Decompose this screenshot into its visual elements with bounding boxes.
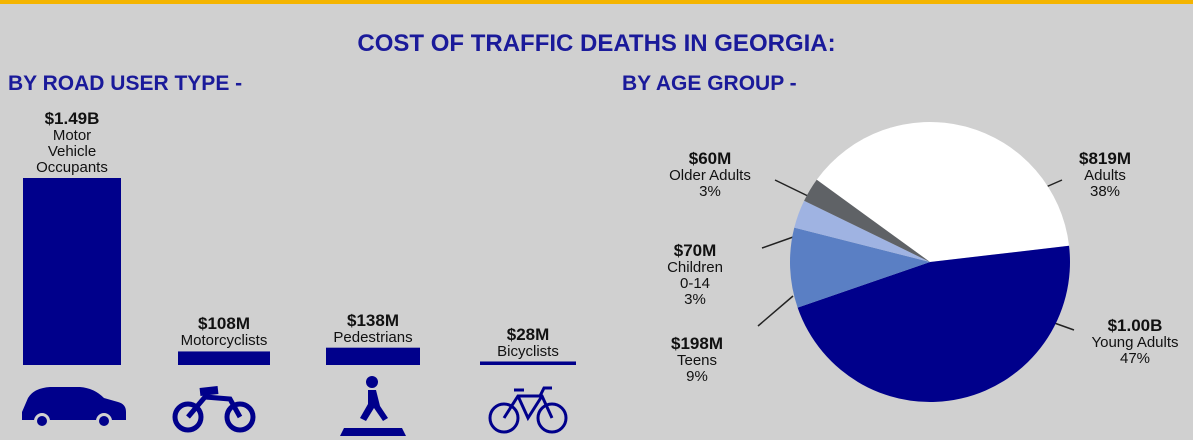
category-label: Teens [676, 352, 718, 369]
category-label: Bicyclists [497, 342, 559, 360]
chart-canvas [22, 122, 1075, 436]
pie-slice [804, 179, 930, 262]
leader-line [761, 235, 797, 249]
bicycle-icon [488, 386, 568, 434]
category-label: Adults [1084, 167, 1126, 184]
main-title: COST OF TRAFFIC DEATHS IN GEORGIA: [357, 30, 836, 57]
value-label: $198M [671, 334, 723, 353]
value-label: $1.00B [1107, 316, 1163, 335]
slice-label: $1.00B Young Adults 47% [1075, 316, 1193, 367]
percent-label: 38% [1089, 183, 1121, 200]
percent-label: 9% [686, 368, 708, 385]
value-label: $1.49B [44, 109, 100, 128]
leader-line [757, 295, 794, 327]
pie-slice [797, 245, 1070, 402]
category-label: Young Adults [1091, 334, 1179, 351]
value-label: $108M [198, 314, 250, 334]
category-label: Motor Vehicle Occupants [36, 127, 108, 176]
slice-label: $819M Adults 38% [1045, 149, 1165, 200]
slice-label: $70M Children 0-14 3% [635, 241, 755, 308]
bar [326, 347, 420, 365]
bar [23, 178, 121, 365]
percent-label: 3% [699, 183, 721, 200]
category-label: Motorcyclists [180, 332, 268, 350]
pie-slice [816, 122, 1070, 263]
value-label: $70M [673, 241, 717, 260]
value-label: $819M [1079, 149, 1131, 168]
leader-line [774, 179, 813, 199]
slice-label: $60M Older Adults 3% [650, 149, 770, 200]
motorcycle-icon [172, 386, 256, 433]
percent-label: 3% [684, 291, 706, 308]
category-label: Pedestrians [333, 328, 413, 346]
pie-slice [789, 227, 930, 308]
value-label: $138M [347, 310, 399, 330]
icons [22, 376, 568, 436]
bar [480, 361, 576, 365]
percent-label: 47% [1119, 350, 1151, 367]
value-label: $28M [506, 324, 550, 344]
chart-title: BY AGE GROUP - [622, 72, 797, 95]
pedestrian-icon [340, 376, 406, 436]
bar [178, 351, 270, 365]
bar-label: $108M Motorcyclists [164, 314, 284, 349]
value-label: $60M [688, 149, 732, 168]
slice-label: $198M Teens 9% [637, 334, 757, 385]
pie-slice [794, 200, 930, 262]
chart-title: BY ROAD USER TYPE - [8, 72, 243, 95]
bar-label: $28M Bicyclists [468, 325, 588, 360]
category-label: Children 0-14 [667, 259, 723, 292]
category-label: Older Adults [669, 167, 751, 184]
car-icon [22, 387, 126, 429]
bar-label: $1.49B Motor Vehicle Occupants [12, 109, 132, 176]
bar-label: $138M Pedestrians [313, 311, 433, 346]
